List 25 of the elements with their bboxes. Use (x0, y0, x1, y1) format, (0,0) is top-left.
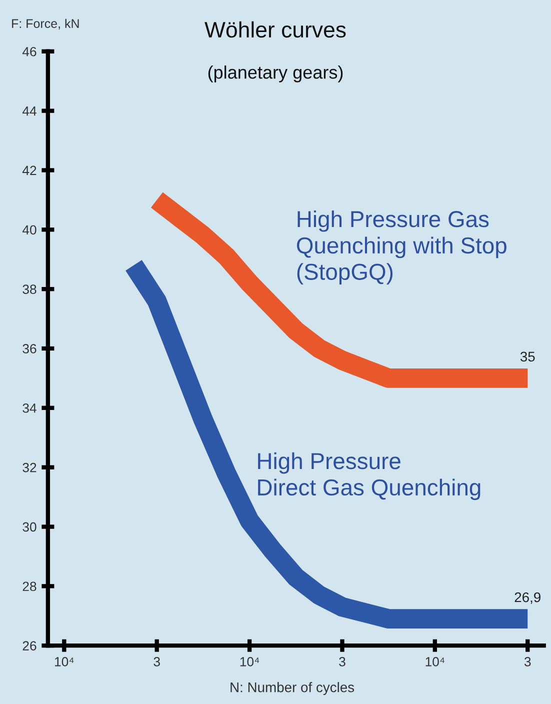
y-tick-label: 38 (22, 284, 36, 294)
x-tick-label: 3 (524, 657, 531, 666)
x-tick-label: 3 (339, 657, 346, 666)
text: (planetary gears) (208, 66, 343, 82)
x-tick-label: 10⁴ (240, 657, 260, 666)
y-tick-label: 46 (22, 46, 36, 56)
y-tick-label: 34 (22, 403, 36, 413)
annotation: 35 (520, 352, 535, 362)
y-tick-label: 32 (22, 462, 36, 472)
x-tick-label: 10⁴ (54, 657, 74, 666)
y-tick-label: 30 (22, 522, 36, 532)
y-tick-label: 40 (22, 225, 36, 235)
y-tick-label: 42 (22, 166, 36, 176)
series-label: High Pressure Direct Gas Quenching (258, 452, 480, 500)
x-tick-label: 10⁴ (426, 657, 444, 666)
y-tick-label: 44 (22, 106, 36, 116)
annotation: 26,9 (514, 592, 540, 604)
y-axis-title: F: Force, kN (12, 18, 79, 30)
x-tick-label: 3 (154, 657, 160, 666)
y-tick-label: 36 (22, 344, 36, 354)
series-label: High Pressure Gas Quenching with Stop (StopGQ) (296, 210, 506, 284)
x-axis-title: N: Number of cycles (230, 682, 354, 695)
chart-title: Wöhler curves (204, 21, 346, 38)
y-tick-label: 26 (22, 641, 36, 650)
y-tick-label: 28 (22, 582, 36, 592)
